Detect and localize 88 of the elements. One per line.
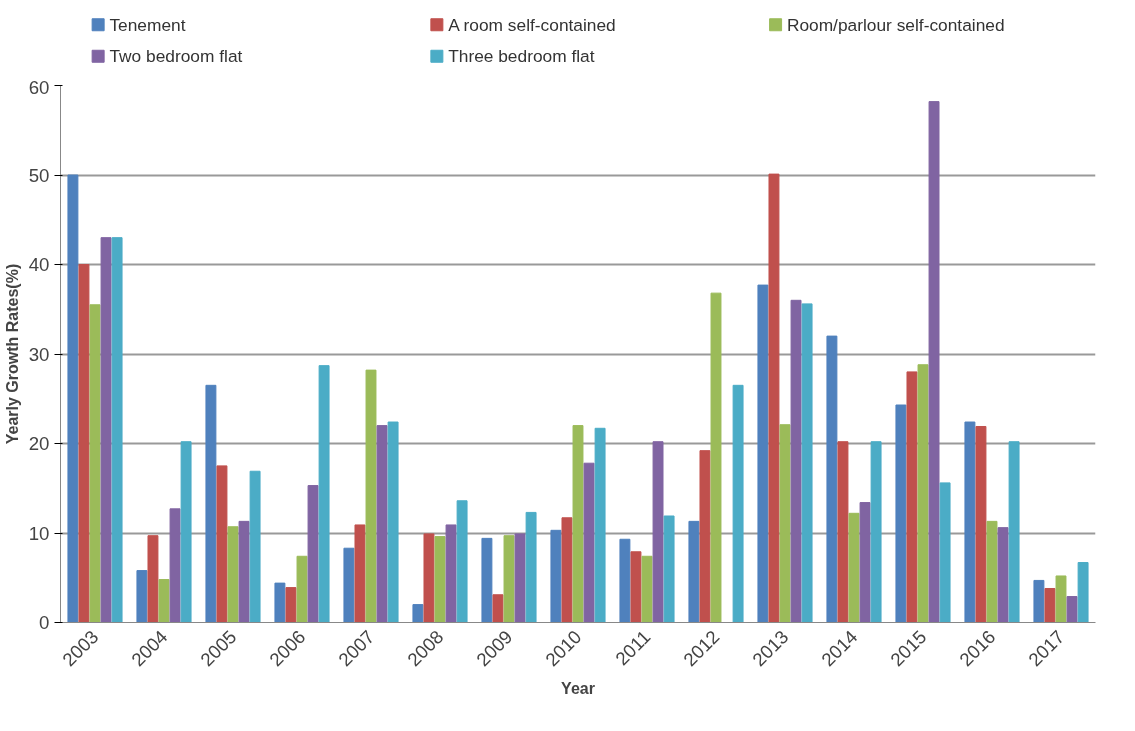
y-tick-label: 60 xyxy=(28,76,50,98)
bar xyxy=(492,594,504,623)
bar xyxy=(216,465,228,623)
bar xyxy=(652,441,664,623)
bar xyxy=(848,512,860,623)
bar xyxy=(205,384,217,623)
bar xyxy=(147,535,159,623)
bar xyxy=(561,517,573,623)
bar xyxy=(928,101,940,623)
bar xyxy=(111,237,123,623)
bar xyxy=(757,284,769,623)
x-axis-title: Year xyxy=(561,680,595,698)
bar xyxy=(997,527,1009,623)
bar xyxy=(343,547,355,623)
bar xyxy=(939,482,951,623)
bar xyxy=(100,237,112,623)
y-tick-label: 30 xyxy=(28,343,50,365)
bar xyxy=(249,470,261,623)
bar xyxy=(376,425,388,623)
bar xyxy=(572,425,584,623)
bar xyxy=(387,421,399,623)
y-tick-label: 10 xyxy=(28,522,50,544)
bar xyxy=(663,515,675,623)
bar xyxy=(456,500,468,623)
bar xyxy=(688,520,700,623)
bar xyxy=(481,537,493,623)
bar xyxy=(434,536,446,623)
bar xyxy=(423,533,435,623)
legend-label: Room/parlour self-contained xyxy=(786,14,1005,35)
bar xyxy=(986,520,998,623)
bar xyxy=(89,304,101,623)
bar xyxy=(583,462,595,623)
bar xyxy=(801,303,813,623)
bar xyxy=(768,173,780,623)
bar xyxy=(732,384,744,623)
bar xyxy=(870,441,882,623)
bar xyxy=(525,511,537,623)
y-tick-label: 50 xyxy=(28,164,50,186)
bar xyxy=(1033,579,1045,623)
bar xyxy=(826,335,838,623)
bar xyxy=(238,520,250,623)
bar xyxy=(594,427,606,623)
bar xyxy=(895,404,907,623)
bar xyxy=(296,555,308,623)
bar xyxy=(859,502,871,623)
bar xyxy=(318,365,330,623)
legend-label: A room self-contained xyxy=(448,14,616,35)
bar xyxy=(285,587,297,623)
bar xyxy=(1077,562,1089,623)
bar xyxy=(354,524,366,623)
bar xyxy=(503,535,515,623)
legend-label: Tenement xyxy=(109,14,186,35)
bar xyxy=(1066,596,1078,623)
bar xyxy=(307,485,319,623)
bar xyxy=(790,299,802,623)
bar xyxy=(917,364,929,623)
bar xyxy=(1055,575,1067,623)
bar xyxy=(710,292,722,623)
bar xyxy=(514,533,526,623)
bar xyxy=(227,526,239,623)
bar xyxy=(699,450,711,623)
bar xyxy=(158,579,170,623)
bar xyxy=(779,424,791,623)
bar xyxy=(630,551,642,623)
bar xyxy=(1044,587,1056,623)
bar xyxy=(837,441,849,623)
bar xyxy=(180,441,192,623)
bar xyxy=(964,421,976,623)
bar xyxy=(1008,441,1020,623)
bar xyxy=(550,529,562,623)
bar xyxy=(365,369,377,623)
y-tick-label: 40 xyxy=(28,254,50,275)
bar xyxy=(641,555,653,623)
bar xyxy=(412,604,424,623)
bar xyxy=(445,524,457,623)
bar xyxy=(169,508,181,623)
y-axis-title: Yearly Growth Rates(%) xyxy=(3,263,21,445)
bar xyxy=(67,174,79,623)
bar xyxy=(274,582,286,623)
bar xyxy=(136,570,148,623)
legend-label: Two bedroom flat xyxy=(109,46,243,67)
bar xyxy=(975,425,987,623)
legend-label: Three bedroom flat xyxy=(448,46,595,67)
y-tick-label: 0 xyxy=(39,612,50,633)
bar xyxy=(78,264,90,623)
bar xyxy=(906,371,918,623)
bar xyxy=(619,538,631,623)
y-tick-label: 20 xyxy=(28,433,50,454)
